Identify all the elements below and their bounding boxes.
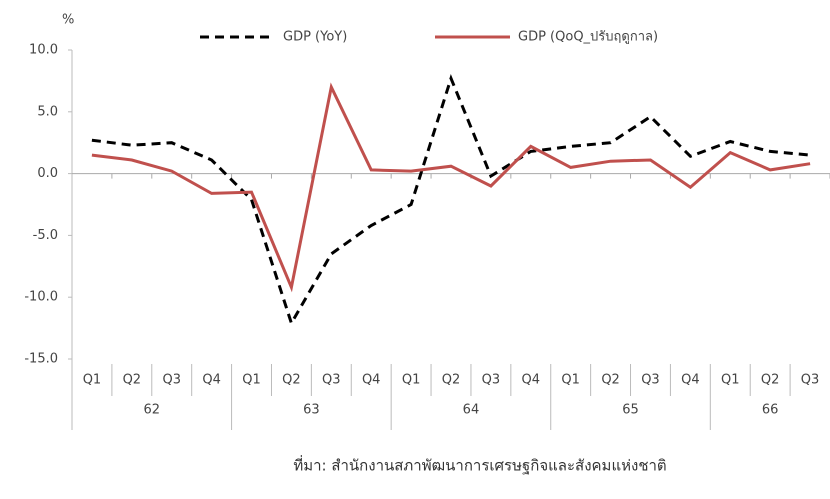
group-label: 63 xyxy=(303,403,320,418)
x-tick-label: Q1 xyxy=(561,373,580,388)
y-tick-label: -10.0 xyxy=(24,290,58,305)
y-tick-label: 0.0 xyxy=(37,166,58,181)
x-tick-label: Q2 xyxy=(282,373,301,388)
y-tick-label: 10.0 xyxy=(29,43,58,58)
x-tick-label: Q3 xyxy=(641,373,660,388)
x-tick-label: Q2 xyxy=(123,373,142,388)
group-label: 62 xyxy=(144,403,161,418)
x-tick-label: Q1 xyxy=(83,373,102,388)
x-tick-label: Q3 xyxy=(322,373,341,388)
x-tick-label: Q1 xyxy=(402,373,421,388)
series-line xyxy=(91,73,811,327)
x-tick-label: Q1 xyxy=(721,373,740,388)
x-tick-label: Q2 xyxy=(761,373,780,388)
x-tick-label: Q1 xyxy=(242,373,261,388)
legend-label: GDP (YoY) xyxy=(283,30,347,45)
x-tick-label: Q3 xyxy=(162,373,181,388)
group-label: 64 xyxy=(463,403,480,418)
x-tick-label: Q2 xyxy=(601,373,620,388)
group-label: 66 xyxy=(762,403,779,418)
x-tick-label: Q3 xyxy=(801,373,820,388)
group-label: 65 xyxy=(622,403,639,418)
y-tick-label: -5.0 xyxy=(33,228,58,243)
series-line xyxy=(91,82,811,293)
x-tick-label: Q4 xyxy=(522,373,541,388)
y-tick-label: -15.0 xyxy=(24,352,58,367)
source-note: ที่มา: สำนักงานสภาพัฒนาการเศรษฐกิจและสัง… xyxy=(293,455,666,475)
x-tick-label: Q3 xyxy=(482,373,501,388)
x-tick-label: Q4 xyxy=(681,373,700,388)
x-tick-label: Q4 xyxy=(362,373,381,388)
legend-label: GDP (QoQ_ปรับฤดูกาล) xyxy=(518,30,658,45)
y-unit: % xyxy=(62,13,74,28)
x-tick-label: Q2 xyxy=(442,373,461,388)
y-tick-label: 5.0 xyxy=(37,104,58,119)
x-tick-label: Q4 xyxy=(202,373,221,388)
